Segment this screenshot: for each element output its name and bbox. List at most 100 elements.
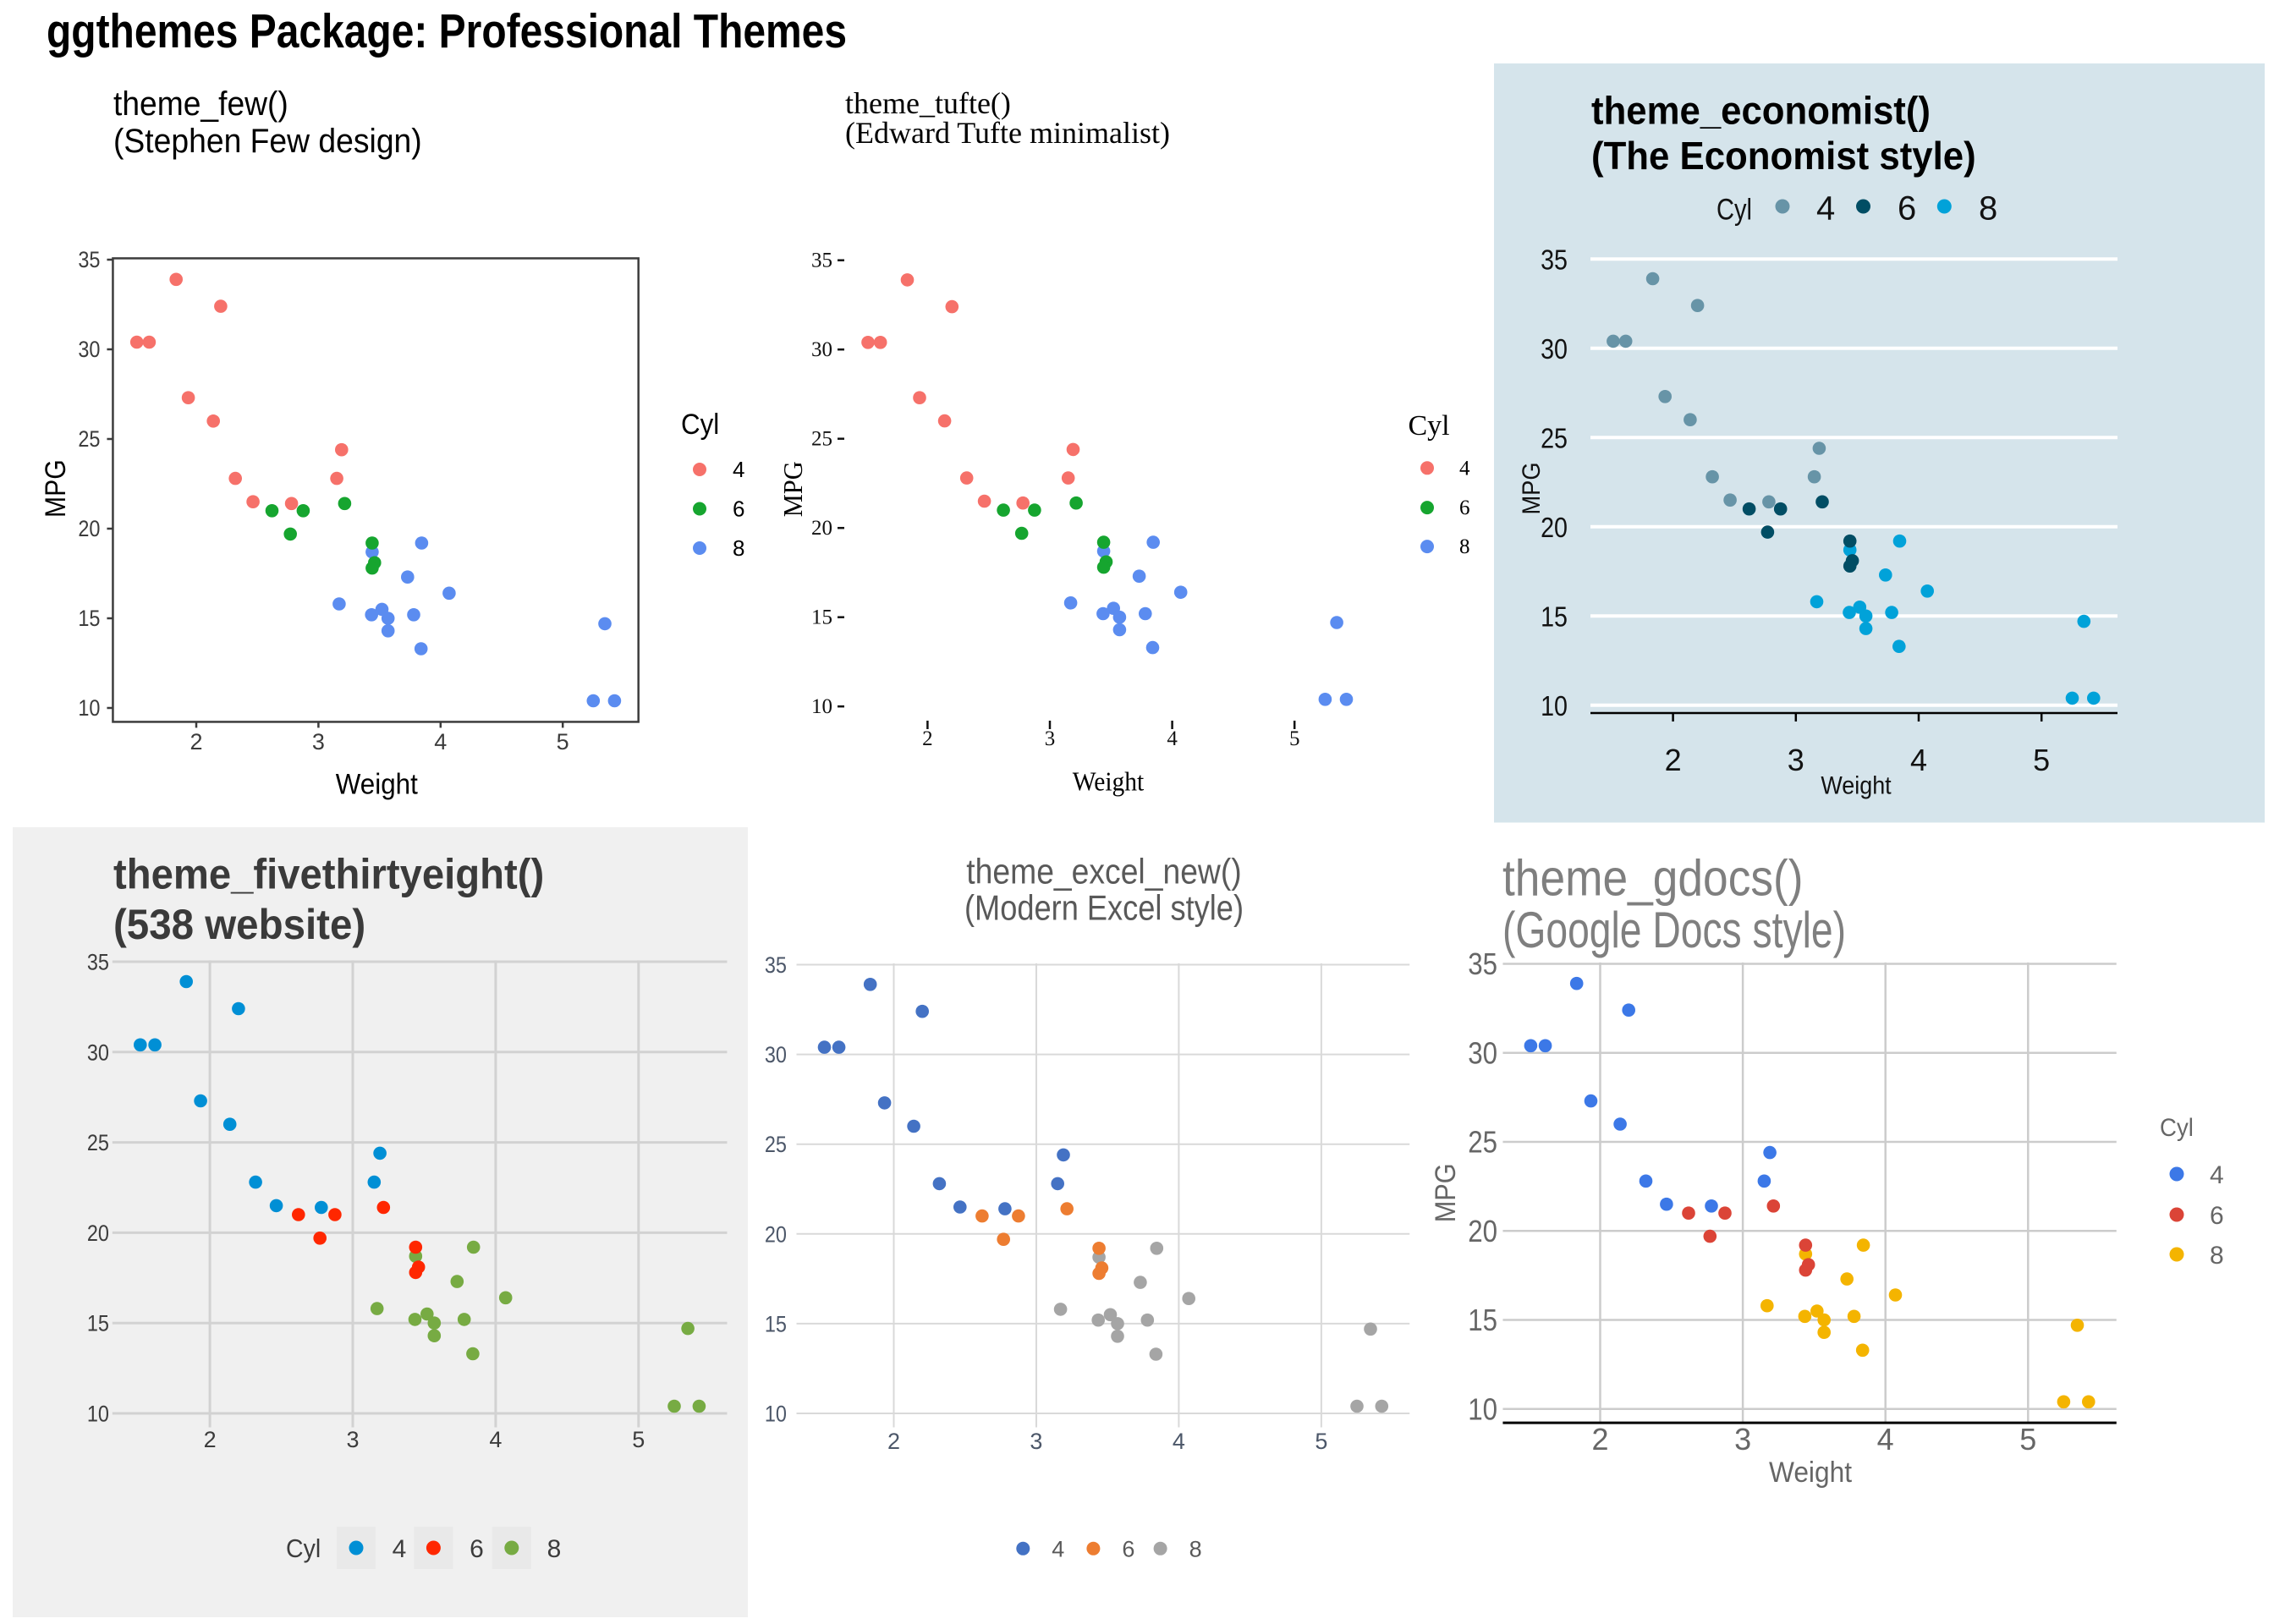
svg-text:15: 15 [1468, 1303, 1497, 1337]
svg-text:2: 2 [922, 727, 933, 750]
svg-text:theme_economist(): theme_economist() [1591, 88, 1931, 132]
svg-text:Weight: Weight [336, 769, 419, 801]
svg-text:10: 10 [765, 1402, 787, 1427]
svg-text:6: 6 [2210, 1202, 2224, 1230]
svg-text:5: 5 [2033, 743, 2050, 777]
svg-text:theme_excel_new(): theme_excel_new() [966, 852, 1241, 892]
svg-text:20: 20 [765, 1221, 787, 1247]
svg-text:2: 2 [887, 1429, 900, 1454]
svg-text:20: 20 [1541, 512, 1568, 543]
svg-text:3: 3 [1045, 727, 1056, 750]
svg-text:8: 8 [733, 535, 744, 561]
svg-text:6: 6 [470, 1535, 484, 1563]
svg-text:25: 25 [1468, 1125, 1497, 1160]
svg-text:3: 3 [1788, 743, 1804, 777]
svg-text:(The Economist style): (The Economist style) [1591, 134, 1976, 178]
svg-text:MPG: MPG [1430, 1163, 1462, 1222]
svg-text:Cyl: Cyl [286, 1533, 321, 1563]
svg-text:2: 2 [1665, 743, 1682, 777]
svg-text:30: 30 [78, 337, 100, 362]
svg-text:(538 website): (538 website) [113, 901, 365, 948]
svg-text:25: 25 [765, 1132, 787, 1157]
svg-text:(Stephen Few design): (Stephen Few design) [113, 123, 422, 160]
svg-text:10: 10 [87, 1402, 109, 1427]
svg-text:8: 8 [1459, 535, 1470, 558]
svg-text:theme_gdocs(): theme_gdocs() [1502, 850, 1804, 907]
svg-text:MPG: MPG [40, 459, 72, 518]
svg-text:4: 4 [1459, 457, 1470, 480]
svg-text:(Google Docs style): (Google Docs style) [1502, 902, 1846, 958]
svg-text:Weight: Weight [1769, 1457, 1853, 1489]
svg-text:15: 15 [765, 1311, 787, 1336]
svg-text:Cyl: Cyl [1716, 194, 1752, 227]
svg-text:Cyl: Cyl [1409, 410, 1450, 442]
svg-text:4: 4 [393, 1535, 407, 1563]
svg-text:20: 20 [1468, 1214, 1497, 1248]
svg-text:6: 6 [1898, 190, 1916, 228]
svg-text:15: 15 [1541, 601, 1568, 632]
svg-text:25: 25 [87, 1130, 109, 1155]
svg-text:4: 4 [434, 729, 447, 754]
svg-text:8: 8 [2210, 1242, 2224, 1270]
svg-text:2: 2 [190, 729, 202, 754]
svg-text:10: 10 [1541, 690, 1568, 721]
svg-text:4: 4 [1167, 727, 1178, 750]
svg-text:theme_tufte(): theme_tufte() [845, 86, 1011, 120]
svg-text:6: 6 [1459, 497, 1470, 519]
svg-text:Weight: Weight [1073, 766, 1145, 797]
svg-text:3: 3 [346, 1427, 359, 1452]
svg-text:(Edward Tufte minimalist): (Edward Tufte minimalist) [845, 116, 1170, 150]
svg-text:20: 20 [78, 516, 100, 541]
svg-text:30: 30 [765, 1042, 787, 1067]
svg-text:5: 5 [1289, 727, 1300, 750]
svg-text:35: 35 [765, 952, 787, 978]
svg-text:35: 35 [1541, 244, 1568, 275]
svg-text:theme_few(): theme_few() [113, 85, 288, 123]
svg-text:15: 15 [87, 1311, 109, 1336]
svg-text:8: 8 [1189, 1537, 1202, 1562]
svg-text:3: 3 [312, 729, 325, 754]
svg-text:30: 30 [1468, 1035, 1497, 1070]
svg-text:2: 2 [1591, 1422, 1608, 1457]
svg-text:6: 6 [1122, 1537, 1134, 1562]
svg-text:15: 15 [811, 606, 832, 629]
svg-text:35: 35 [811, 250, 832, 272]
svg-text:6: 6 [733, 497, 744, 522]
svg-text:10: 10 [1468, 1391, 1497, 1426]
svg-text:3: 3 [1734, 1422, 1751, 1457]
svg-text:4: 4 [1910, 743, 1927, 777]
svg-text:3: 3 [1030, 1429, 1042, 1454]
svg-text:25: 25 [1541, 422, 1568, 453]
svg-text:4: 4 [1173, 1429, 1185, 1454]
svg-text:30: 30 [811, 338, 832, 361]
svg-text:5: 5 [2019, 1422, 2036, 1457]
svg-text:MPG: MPG [1518, 463, 1546, 515]
svg-text:35: 35 [1468, 946, 1497, 981]
svg-text:30: 30 [87, 1040, 109, 1065]
svg-text:Weight: Weight [1821, 771, 1892, 799]
svg-text:MPG: MPG [777, 461, 808, 517]
svg-text:8: 8 [1979, 190, 1997, 228]
svg-text:4: 4 [1877, 1422, 1894, 1457]
svg-text:ggthemes Package: Professional: ggthemes Package: Professional Themes [47, 4, 847, 58]
svg-text:25: 25 [811, 428, 832, 451]
svg-text:30: 30 [1541, 333, 1568, 365]
svg-text:5: 5 [557, 729, 569, 754]
svg-text:25: 25 [78, 426, 100, 452]
svg-text:4: 4 [1052, 1537, 1064, 1562]
svg-text:35: 35 [87, 950, 109, 975]
svg-text:15: 15 [78, 606, 100, 631]
svg-text:10: 10 [78, 695, 100, 721]
svg-text:Cyl: Cyl [681, 409, 719, 441]
svg-text:35: 35 [78, 247, 100, 272]
svg-text:5: 5 [632, 1427, 645, 1452]
svg-text:4: 4 [2210, 1161, 2224, 1189]
svg-text:4: 4 [733, 457, 744, 482]
svg-text:8: 8 [547, 1535, 562, 1563]
svg-text:4: 4 [489, 1427, 502, 1452]
svg-text:(Modern Excel style): (Modern Excel style) [964, 887, 1244, 927]
svg-text:4: 4 [1816, 190, 1835, 228]
svg-text:20: 20 [811, 517, 832, 540]
svg-text:20: 20 [87, 1221, 109, 1246]
svg-text:theme_fivethirtyeight(): theme_fivethirtyeight() [113, 851, 544, 898]
